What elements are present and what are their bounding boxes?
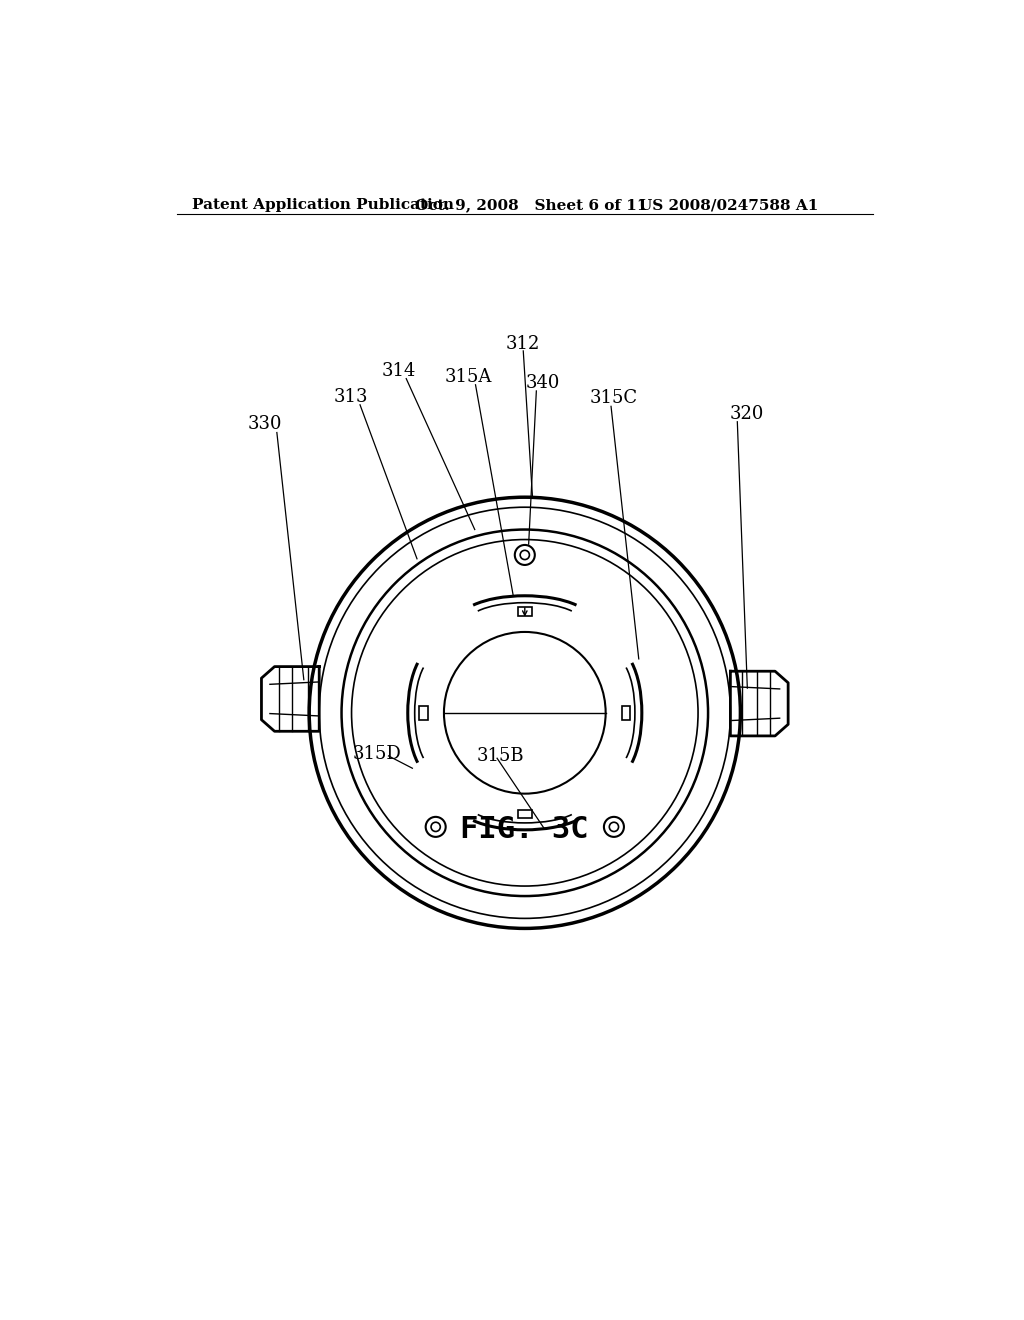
FancyBboxPatch shape [622, 706, 631, 719]
Text: US 2008/0247588 A1: US 2008/0247588 A1 [639, 198, 818, 213]
Text: 320: 320 [729, 405, 764, 422]
Text: Oct. 9, 2008   Sheet 6 of 11: Oct. 9, 2008 Sheet 6 of 11 [416, 198, 648, 213]
FancyBboxPatch shape [419, 706, 428, 719]
Text: Patent Application Publication: Patent Application Publication [193, 198, 455, 213]
Text: FIG. 3C: FIG. 3C [461, 814, 589, 843]
FancyBboxPatch shape [518, 810, 531, 818]
Text: 315C: 315C [590, 389, 638, 408]
Text: 330: 330 [248, 416, 283, 433]
Text: 315D: 315D [352, 744, 401, 763]
FancyBboxPatch shape [518, 607, 531, 615]
Text: 312: 312 [506, 334, 541, 352]
Text: 314: 314 [381, 362, 416, 380]
Text: 313: 313 [334, 388, 368, 405]
Text: 340: 340 [525, 374, 560, 392]
Text: 315B: 315B [476, 747, 524, 766]
Text: 315A: 315A [444, 368, 492, 385]
